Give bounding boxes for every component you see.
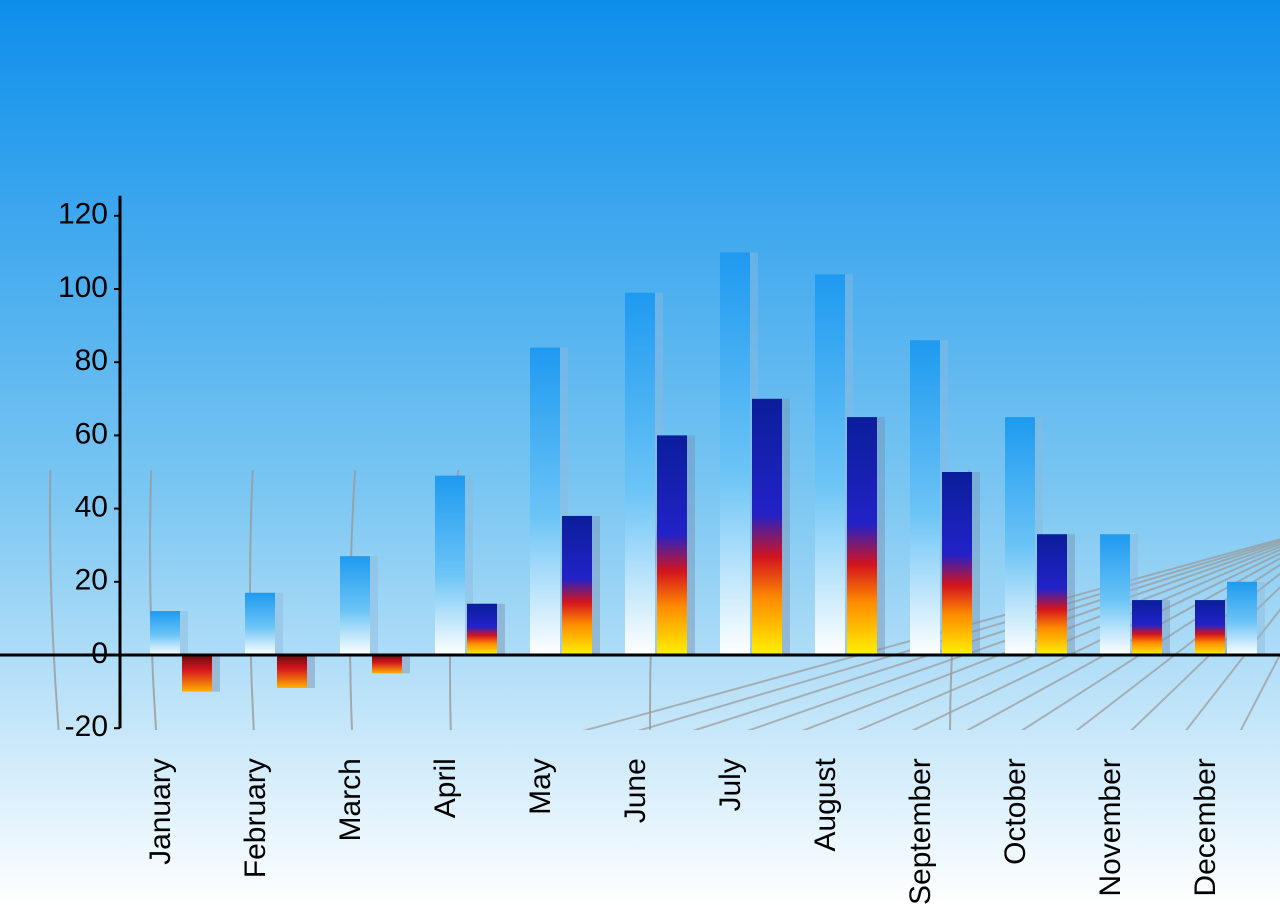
chart-container: -20 0 20 40 60 80 100 120 January February March A…	[0, 0, 1280, 905]
x-tick-label: April	[429, 758, 462, 818]
bar-series-a	[150, 611, 180, 655]
bar-series-a	[910, 340, 940, 655]
x-tick-label: July	[714, 758, 747, 811]
bar-series-b	[562, 516, 592, 655]
x-tick-label: October	[999, 758, 1032, 865]
bar-series-b	[942, 472, 972, 655]
bar-series-a	[625, 293, 655, 655]
bar-series-b	[277, 655, 307, 688]
y-tick-label: -20	[65, 710, 108, 743]
bar-series-b	[372, 655, 402, 673]
y-tick-label: 60	[75, 417, 108, 450]
bar-series-a	[530, 348, 560, 655]
y-tick-label: 100	[58, 271, 108, 304]
y-tick-label: 20	[75, 564, 108, 597]
bar-series-b	[1037, 534, 1067, 655]
bar-series-b	[467, 604, 497, 655]
x-tick-label: August	[809, 758, 842, 852]
bar-series-a	[435, 476, 465, 655]
y-tick-label: 40	[75, 491, 108, 524]
x-tick-label: June	[619, 758, 652, 823]
bar-series-a	[340, 556, 370, 655]
x-tick-label: December	[1189, 758, 1222, 896]
bar-series-b	[657, 435, 687, 655]
bar-series-a	[1100, 534, 1130, 655]
monthly-bar-chart: -20 0 20 40 60 80 100 120 January February March A…	[0, 0, 1280, 905]
y-tick-label: 0	[91, 637, 108, 670]
x-tick-label: January	[144, 758, 177, 865]
bar-series-b	[182, 655, 212, 692]
bar-series-b	[847, 417, 877, 655]
x-tick-label: May	[524, 758, 557, 815]
bar-series-a	[815, 274, 845, 655]
x-tick-label: February	[239, 758, 272, 878]
bar-series-a	[720, 252, 750, 655]
bar-series-b	[1195, 600, 1225, 655]
bar-series-b	[1132, 600, 1162, 655]
x-tick-label: September	[904, 758, 937, 905]
bar-series-b	[752, 399, 782, 655]
bar-series-a	[1227, 582, 1257, 655]
x-tick-label: March	[334, 758, 367, 841]
y-tick-label: 120	[58, 198, 108, 231]
x-tick-label: November	[1094, 758, 1127, 896]
y-tick-label: 80	[75, 344, 108, 377]
bar-series-a	[1005, 417, 1035, 655]
bar-series-a	[245, 593, 275, 655]
